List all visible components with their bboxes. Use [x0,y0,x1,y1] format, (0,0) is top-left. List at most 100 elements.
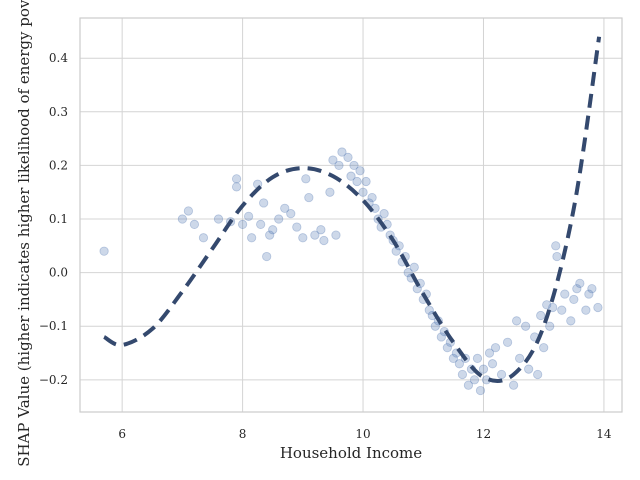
scatter-point [198,233,209,243]
scatter-point [262,251,272,262]
scatter-point [298,233,308,243]
y-tick-label: 0.4 [49,51,68,65]
scatter-point [572,284,582,294]
y-tick-label: −0.2 [39,373,68,387]
y-tick-labels: −0.2 −0.1 0.0 0.1 0.2 0.3 0.4 [39,51,68,387]
grid-lines [80,18,622,412]
scatter-point [268,225,278,235]
scatter-point [487,359,498,369]
scatter-point [328,155,338,165]
scatter-point [521,321,531,331]
scatter-point [524,364,534,374]
y-tick-label: 0.1 [49,212,68,226]
scatter-point [508,380,519,390]
scatter-point [343,152,353,162]
scatter-point [536,310,546,321]
scatter-point [349,160,359,171]
scatter-point [587,284,597,294]
y-tick-label: 0.2 [49,158,68,172]
scatter-point [403,268,413,278]
x-tick-label: 8 [239,427,247,441]
scatter-point [551,241,561,251]
plot-frame [79,17,623,413]
scatter-point [475,385,486,396]
scatter-point [409,262,419,272]
scatter-point [331,230,341,240]
x-tick-label: 6 [118,427,126,441]
x-tick-label: 14 [596,427,612,441]
scatter-point [430,321,440,331]
y-tick-label: −0.1 [39,319,68,333]
x-tick-labels: 6 8 10 12 14 [118,427,612,441]
scatter-point [337,147,347,157]
scatter-point [319,235,329,246]
x-axis-label: Household Income [280,444,422,462]
scatter-point [292,222,302,232]
scatter-point [442,343,452,353]
scatter-point [231,182,242,192]
scatter-point [316,225,326,235]
scatter-point [286,209,296,219]
y-tick-label: 0.0 [49,266,68,280]
scatter-point [548,302,558,313]
y-axis-label: SHAP Value (higher indicates higher like… [15,0,33,467]
scatter-point [274,214,284,224]
scatter-point [478,364,489,374]
scatter-point [361,176,371,187]
scatter-point [581,305,591,315]
scatter-point [301,174,311,184]
scatter-point [560,289,570,299]
scatter-point [463,380,474,390]
scatter-point [490,343,501,353]
scatter-point [566,316,576,326]
scatter-point [177,214,187,224]
scatter-point [424,305,434,315]
y-tick-label: 0.3 [49,105,68,119]
scatter-point [238,219,248,229]
scatter-point [231,174,242,184]
scatter-point [469,375,480,385]
scatter-point [213,214,224,224]
scatter-point [358,187,368,197]
scatter-point [334,160,344,171]
scatter-point [512,316,522,326]
scatter-point [310,230,320,240]
scatter-point [346,171,356,181]
scatter-point [352,176,362,187]
scatter-point [545,321,555,331]
scatter-point [533,369,543,380]
scatter-point [454,359,464,369]
scatter-point [355,166,365,176]
scatter-point [502,337,513,347]
scatter-point [472,353,483,363]
scatter-point [515,353,525,363]
scatter-point [367,192,377,203]
scatter-point [265,230,275,240]
scatter-point [575,278,585,288]
scatter-point [244,211,254,221]
x-tick-label: 12 [476,427,491,441]
scatter-point [593,302,603,313]
scatter-point [325,187,335,197]
scatter-point [539,343,549,353]
scatter-point [304,192,314,203]
scatter-point [557,305,567,315]
scatter-point [484,348,495,358]
scatter-point [280,203,290,213]
scatter-point [436,332,446,342]
scatter-point [247,233,257,243]
scatter-point [584,289,594,299]
scatter-point [552,251,562,262]
x-tick-label: 10 [355,427,370,441]
scatter-point [542,300,552,310]
scatter-points [99,147,603,396]
scatter-point [569,294,579,305]
scatter-point [189,219,200,229]
scatter-point [183,206,193,216]
scatter-point [99,246,109,256]
scatter-point [256,219,266,229]
scatter-point [259,198,269,208]
scatter-point [496,369,507,380]
scatter-point [379,209,389,219]
